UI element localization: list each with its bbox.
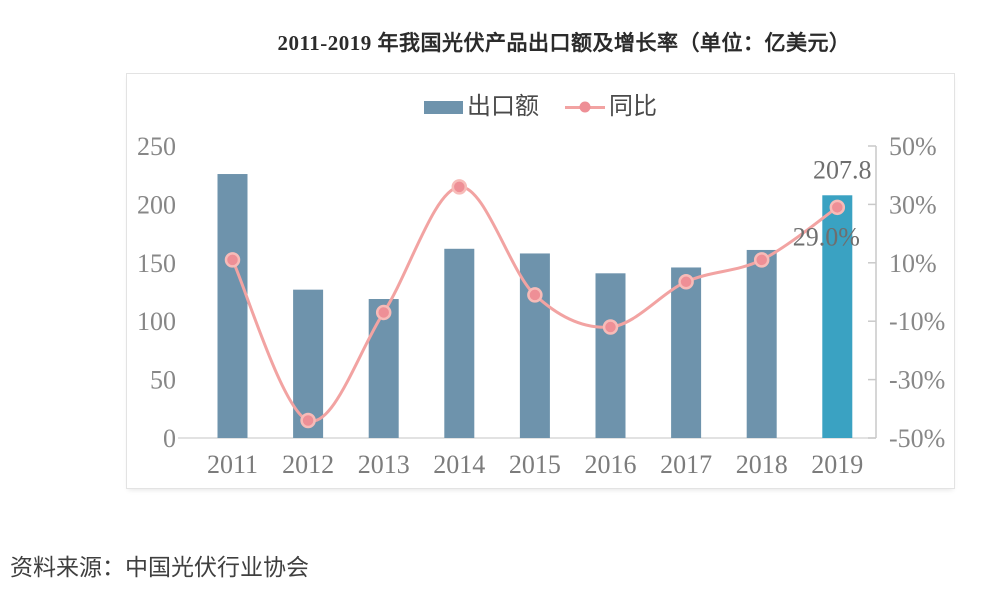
right-axis-tick-label: 50% [889, 132, 937, 161]
bar-2017 [671, 267, 702, 438]
x-axis-label-2016: 2016 [585, 450, 637, 479]
x-axis-label-2012: 2012 [282, 450, 334, 479]
combo-chart-canvas: 50% 30% 10% -10% -30% -50% 0 50 100 150 200 250 2011… [137, 132, 945, 479]
yoy-marker-2018 [753, 252, 770, 268]
yoy-marker-2017 [678, 274, 694, 290]
x-axis-label-2018: 2018 [736, 450, 788, 479]
left-axis-tick-label: 50 [150, 366, 176, 395]
yoy-marker-2015 [527, 287, 543, 303]
left-axis-tick-label: 200 [137, 190, 176, 219]
x-axis-label-2014: 2014 [433, 450, 485, 479]
source-note: 资料来源：中国光伏行业协会 [10, 554, 309, 580]
bar-2018 [746, 249, 777, 438]
right-axis-tick-label: -50% [889, 424, 945, 453]
bar-2016 [595, 273, 626, 438]
legend: 出口额 同比 [127, 94, 954, 120]
bar-2011 [217, 174, 248, 439]
yoy-marker-2014 [451, 179, 468, 195]
x-axis-label-2015: 2015 [509, 450, 561, 479]
legend-item-yoy: 同比 [565, 95, 657, 119]
right-axis-tick-label: 10% [889, 249, 937, 278]
x-axis-label-2011: 2011 [207, 450, 258, 479]
legend-label-yoy: 同比 [609, 94, 657, 120]
x-axis-label-2017: 2017 [660, 450, 712, 479]
data-label-bar-top-2019: 207.8 [813, 155, 872, 184]
bar-swatch-icon [424, 100, 463, 114]
yoy-marker-2011 [224, 252, 241, 268]
yoy-marker-2012 [300, 412, 316, 429]
right-axis-tick-label: -10% [889, 307, 945, 336]
yoy-marker-2013 [375, 304, 392, 321]
yoy-marker-2016 [602, 319, 619, 335]
bar-2013 [368, 299, 399, 438]
marker-dot-icon [579, 101, 591, 113]
x-axis-label-2013: 2013 [358, 450, 410, 479]
legend-item-export: 出口额 [424, 95, 539, 119]
chart-title: 2011-2019 年我国光伏产品出口额及增长率（单位：亿美元） [277, 31, 851, 55]
right-axis-tick-label: -30% [889, 366, 945, 395]
yoy-marker-2019 [829, 199, 846, 216]
left-axis-tick-label: 250 [137, 132, 176, 161]
left-axis-tick-label: 150 [137, 249, 176, 278]
left-axis-tick-label: 100 [137, 307, 176, 336]
bar-2014 [444, 248, 475, 438]
data-label-marker-2019: 29.0% [793, 222, 860, 251]
bar-2019 [822, 195, 853, 438]
legend-label-export: 出口额 [467, 94, 539, 120]
x-axis-label-2019: 2019 [811, 450, 863, 479]
right-axis-tick-label: 30% [889, 190, 937, 219]
left-axis-tick-label: 0 [163, 424, 176, 453]
chart-panel: 出口额 同比 50% 30% 10% -10% -30% -50% 0 50 100 150 200… [126, 73, 955, 489]
line-marker-swatch-icon [565, 101, 605, 114]
